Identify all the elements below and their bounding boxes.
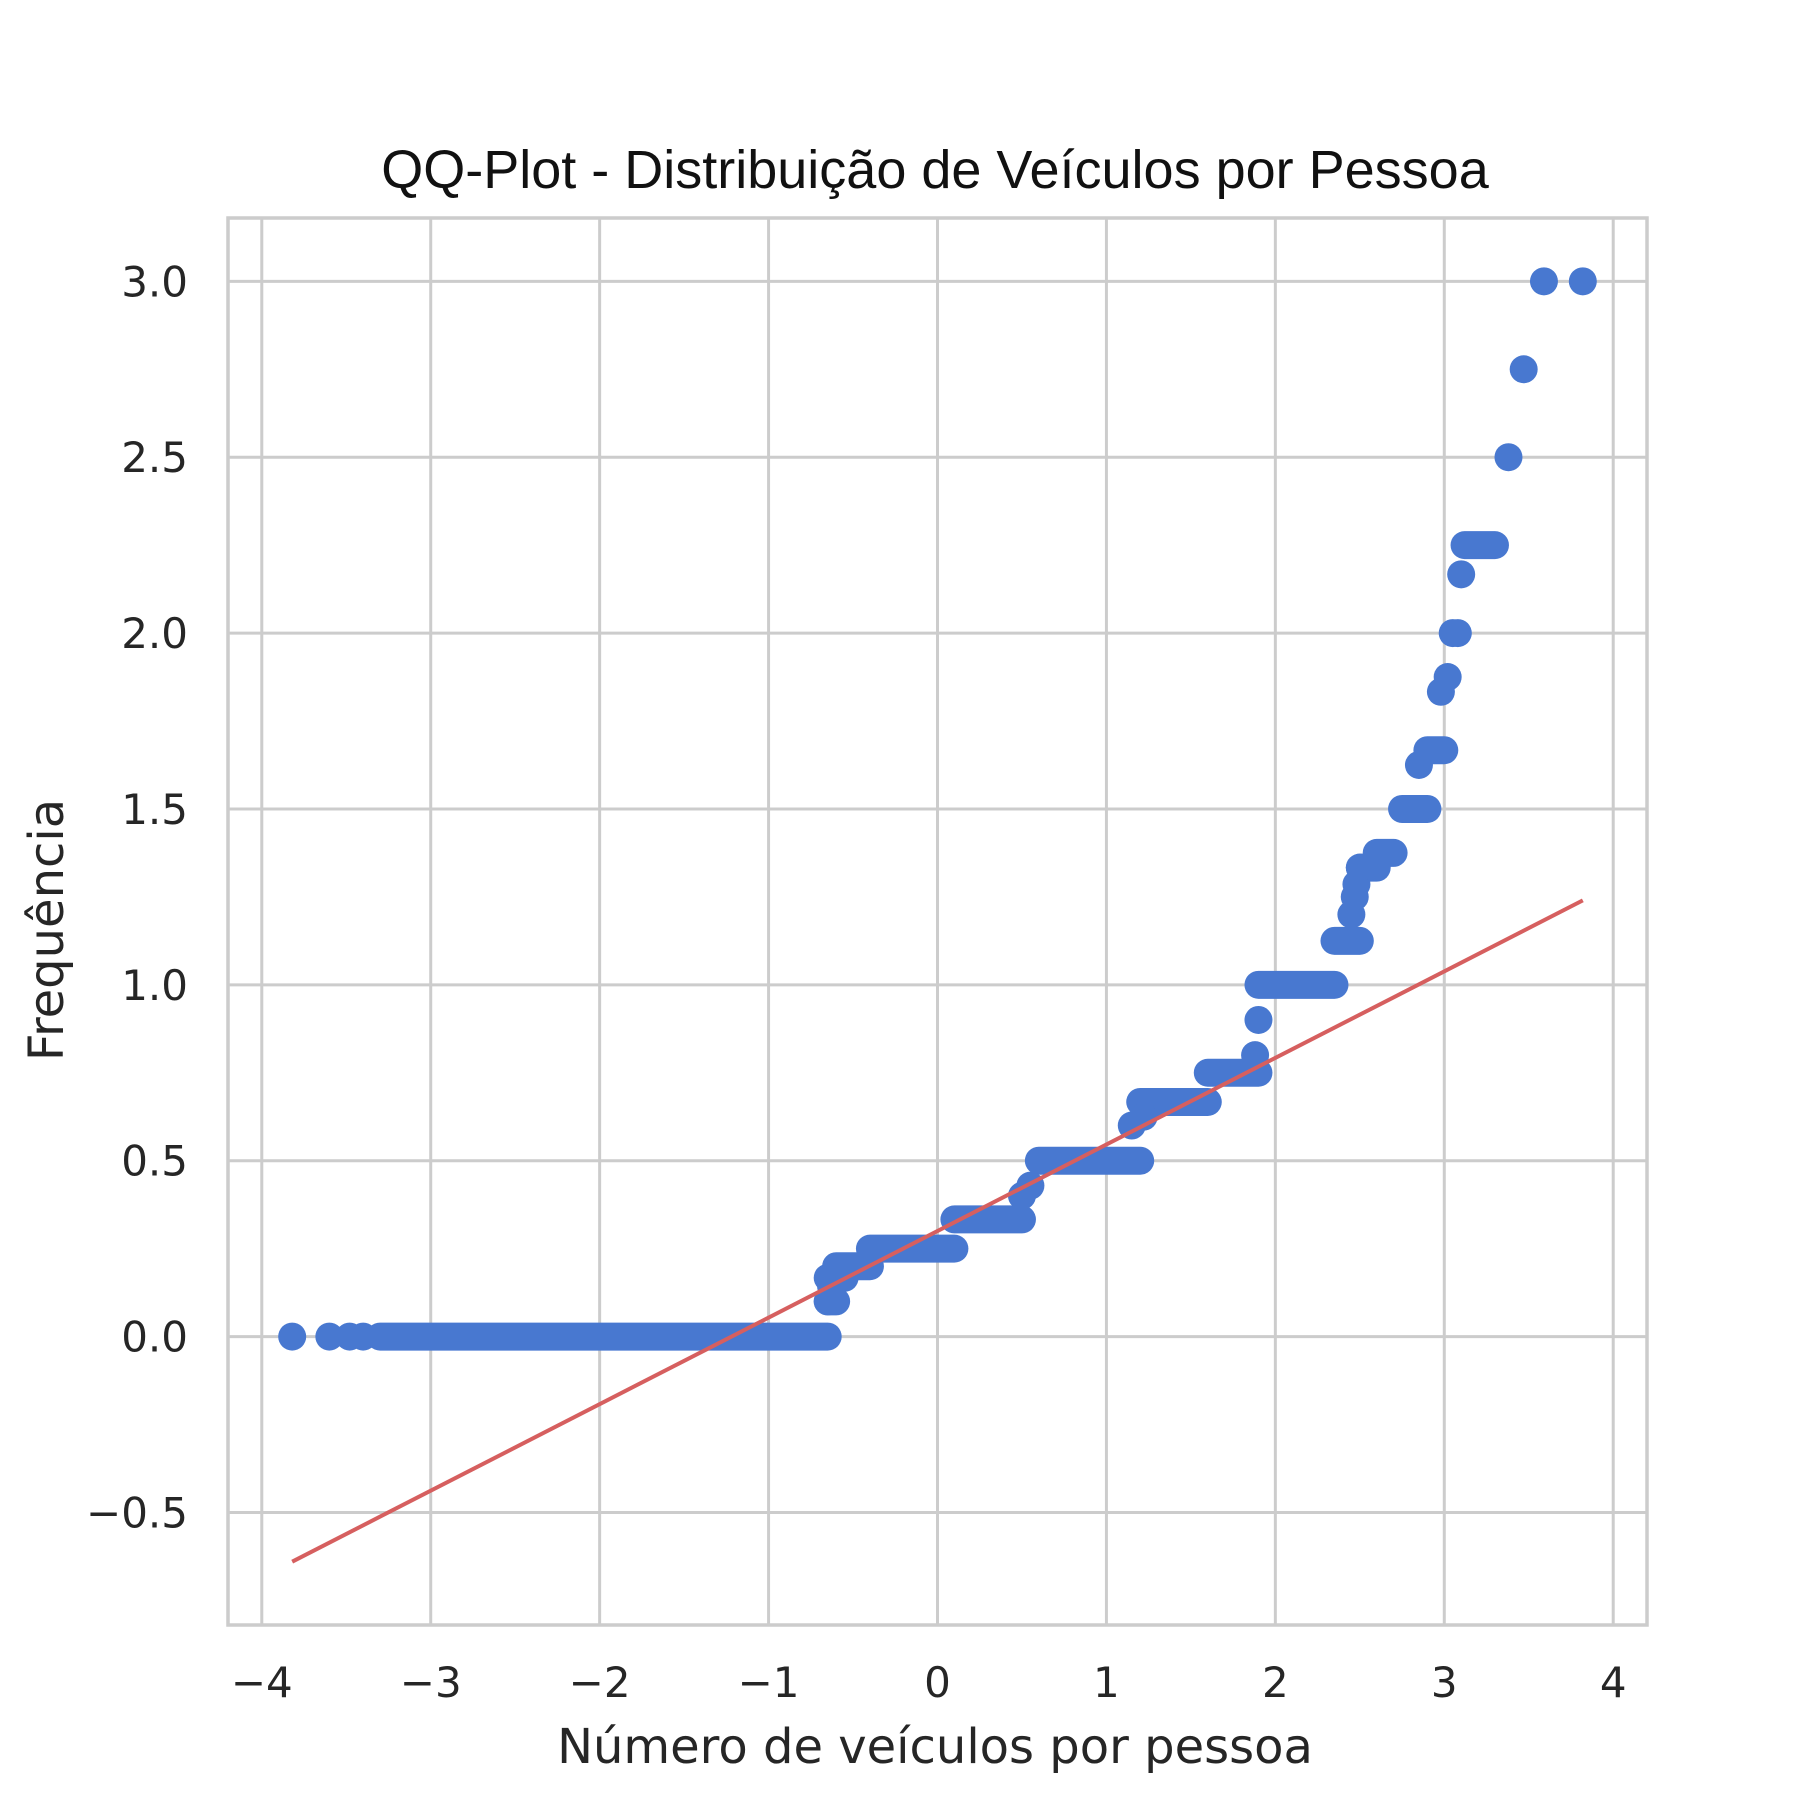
data-point [1447,560,1476,589]
x-tick-label: −3 [400,1658,462,1707]
x-tick-label: 1 [1093,1658,1120,1707]
data-point [1345,853,1374,882]
y-axis-label: Frequência [19,799,75,1061]
x-tick-label: 2 [1262,1658,1289,1707]
data-point [315,1322,344,1351]
data-point [1241,1041,1270,1070]
y-tick-label: 2.0 [121,609,188,658]
data-point [1568,267,1597,296]
y-tick-label: 2.5 [121,433,188,482]
x-axis-label: Número de veículos por pessoa [557,1719,1313,1775]
y-tick-labels: −0.5 0.0 0.5 1.0 1.5 2.0 2.5 3.0 [86,257,188,1537]
data-point [1443,619,1472,648]
y-tick-label: −0.5 [86,1488,188,1537]
data-point [349,1322,378,1351]
y-tick-label: 0.0 [121,1313,188,1362]
y-tick-label: 1.5 [121,785,188,834]
x-tick-labels: −4 −3 −2 −1 0 1 2 3 4 [231,1658,1627,1707]
x-tick-label: −1 [738,1658,800,1707]
x-tick-label: 0 [924,1658,951,1707]
fit-line-layer [291,898,1584,1564]
x-tick-label: −2 [569,1658,631,1707]
fit-line [291,898,1584,1564]
y-tick-label: 0.5 [121,1137,188,1186]
data-point [278,1322,307,1351]
data-point [1529,267,1558,296]
y-tick-label: 3.0 [121,257,188,306]
data-point [1433,663,1462,692]
data-point [1404,750,1433,779]
x-tick-label: 4 [1600,1658,1627,1707]
data-point [1509,355,1538,384]
chart-title: QQ-Plot - Distribuição de Veículos por P… [381,140,1489,200]
y-tick-label: 1.0 [121,961,188,1010]
plot-frame [226,216,1649,1627]
data-point [1244,1005,1273,1034]
data-point [1494,443,1523,472]
grid [228,218,1647,1625]
x-tick-label: −4 [231,1658,293,1707]
x-tick-label: 3 [1431,1658,1458,1707]
points-layer [278,267,1597,1351]
